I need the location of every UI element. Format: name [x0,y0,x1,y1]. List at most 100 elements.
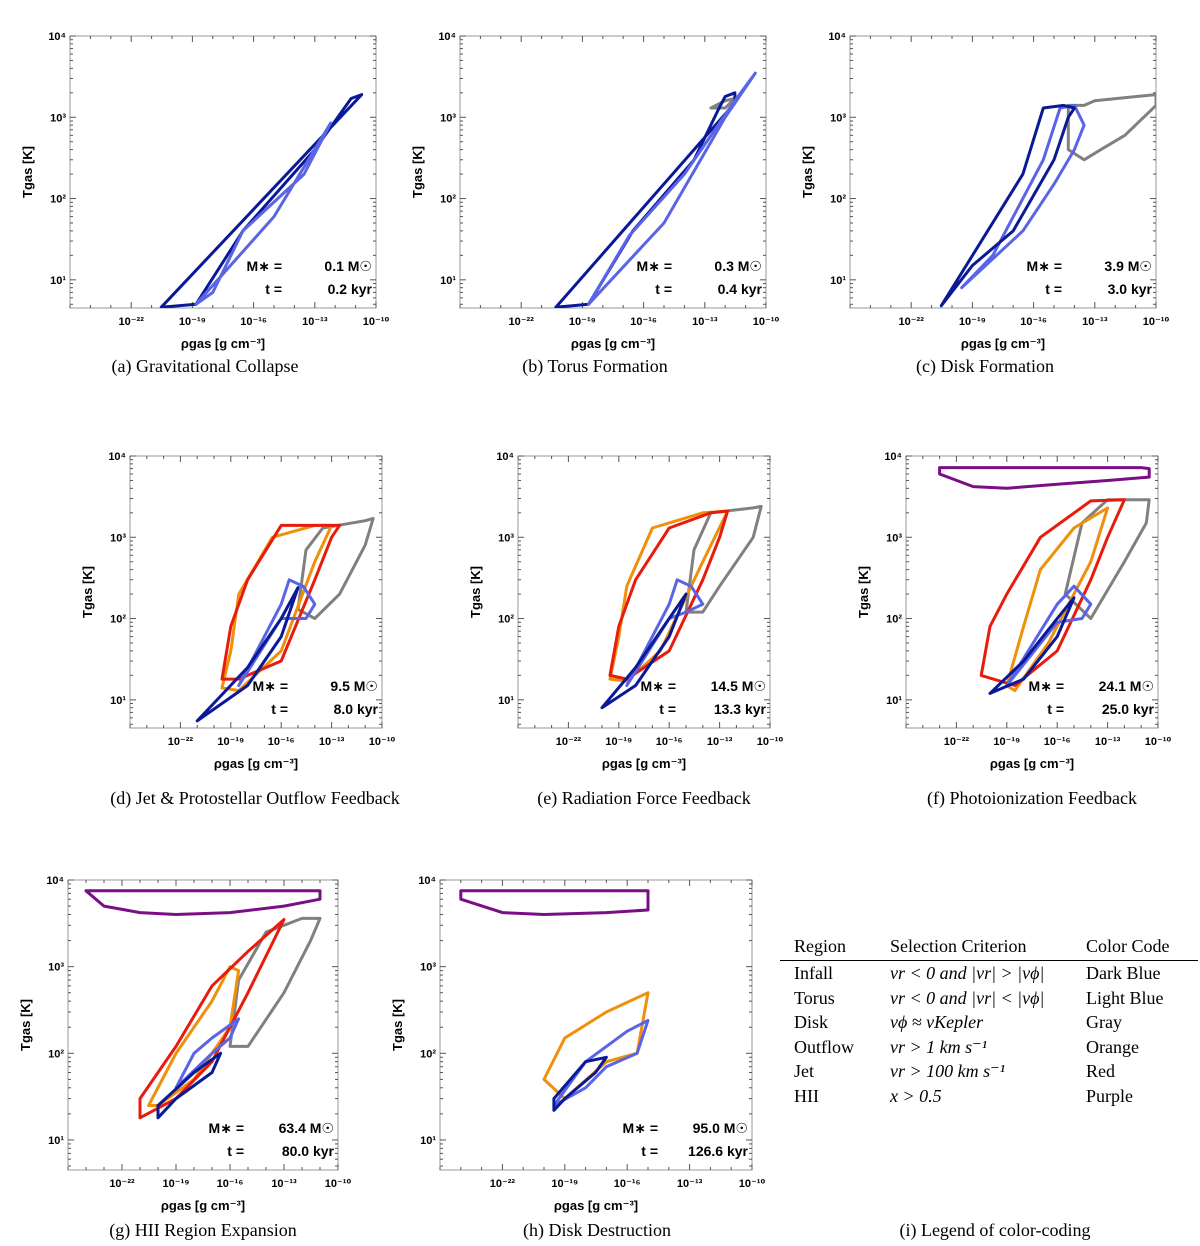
time-label: t = [265,281,282,297]
mass-value: 63.4 M☉ [279,1120,334,1136]
x-tick-label: 10⁻¹⁶ [217,1178,244,1190]
y-tick-label: 10⁴ [46,875,64,887]
x-tick-label: 10⁻¹³ [1082,316,1108,328]
series-group [554,71,757,308]
panel-g: 10⁻²² 10⁻¹⁹ 10⁻¹⁶ 10⁻¹³ 10⁻¹⁰ 10¹ 10² 10³ 10⁴ ρga… [18,875,351,1241]
legend-region: HII [794,1085,819,1106]
y-tick-label: 10² [886,614,902,626]
x-tick-label: 10⁻²² [509,316,535,328]
y-tick-label: 10⁴ [884,451,902,463]
x-tick-label: 10⁻²² [899,316,925,328]
series-hii [84,889,322,916]
legend-criterion: vr > 1 km s⁻¹ [890,1036,988,1057]
time-value: 126.6 kyr [688,1143,748,1159]
legend-header-color: Color Code [1086,936,1170,956]
time-value: 13.3 kyr [714,701,767,717]
time-value: 25.0 kyr [1102,701,1155,717]
panel-caption: (e) Radiation Force Feedback [537,788,750,809]
y-tick-label: 10⁴ [438,31,456,43]
legend-row: Disk vϕ ≈ vKepler Gray [780,1012,1198,1037]
y-tick-label: 10² [440,194,456,206]
legend-region: Jet [794,1061,814,1081]
series-disk [228,916,322,1048]
panel-c: 10⁻²² 10⁻¹⁹ 10⁻¹⁶ 10⁻¹³ 10⁻¹⁰ 10¹ 10² 10³ 10⁴ ρga… [800,31,1169,377]
time-value: 0.4 kyr [718,281,763,297]
x-tick-label: 10⁻²² [119,316,145,328]
x-tick-label: 10⁻¹³ [677,1178,703,1190]
panel-caption: (h) Disk Destruction [523,1220,671,1241]
mass-value: 9.5 M☉ [330,678,378,694]
series-torus [625,578,705,687]
y-tick-label: 10² [50,194,66,206]
x-tick-label: 10⁻¹⁰ [325,1178,352,1190]
series-torus [960,103,1086,290]
x-tick-label: 10⁻¹⁶ [614,1178,641,1190]
y-tick-label: 10³ [440,112,456,124]
y-tick-label: 10² [110,614,126,626]
series-torus [237,578,317,687]
legend-header-region: Region [794,936,846,956]
mass-label: M∗ = [247,258,282,274]
x-tick-label: 10⁻¹⁶ [656,736,683,748]
series-group [459,889,650,1112]
x-tick-label: 10⁻¹⁹ [179,316,206,328]
legend-rows: Infall vr < 0 and |vr| > |vϕ| Dark Blue Tor… [780,961,1198,1110]
series-infall [552,1055,608,1112]
series-hii [938,466,1151,490]
panel-a: 10⁻²² 10⁻¹⁹ 10⁻¹⁶ 10⁻¹³ 10⁻¹⁰ 10¹ 10² 10³ 10⁴ ρga… [20,31,389,377]
time-label: t = [271,701,288,717]
plot-frame [849,35,1157,309]
series-jet [138,918,286,1120]
series-disk [1066,93,1156,162]
x-tick-label: 10⁻¹³ [271,1178,297,1190]
series-jet [979,498,1126,687]
legend-region: Disk [794,1012,829,1032]
y-tick-label: 10³ [420,962,436,974]
time-value: 8.0 kyr [334,701,379,717]
mass-label: M∗ = [253,678,288,694]
legend-row: Torus vr < 0 and |vr| < |vϕ| Light Blue [780,988,1198,1013]
panel-caption: (a) Gravitational Collapse [112,356,299,377]
legend-criterion: x > 0.5 [890,1085,942,1106]
panel-caption: (f) Photoionization Feedback [927,788,1137,809]
series-torus [587,71,757,306]
y-axis-label: Tgas [K] [18,999,33,1051]
series-group [939,93,1156,308]
x-tick-label: 10⁻¹⁰ [753,316,780,328]
legend-row: Outflow vr > 1 km s⁻¹ Orange [780,1037,1198,1062]
mass-value: 0.3 M☉ [714,258,762,274]
legend-color-code: Purple [1086,1085,1133,1106]
legend-row: Jet vr > 100 km s⁻¹ Red [780,1061,1198,1086]
y-tick-label: 10¹ [48,1135,64,1147]
y-tick-label: 10¹ [440,275,456,287]
series-torus [1005,584,1093,687]
y-tick-label: 10³ [110,532,126,544]
legend-criterion: vr > 100 km s⁻¹ [890,1061,1006,1081]
y-tick-label: 10⁴ [108,451,126,463]
y-axis-label: Tgas [K] [80,566,95,618]
y-tick-label: 10³ [830,112,846,124]
x-tick-label: 10⁻¹⁹ [993,736,1020,748]
x-tick-label: 10⁻¹⁶ [268,736,295,748]
x-tick-label: 10⁻¹³ [319,736,345,748]
time-label: t = [1045,281,1062,297]
x-tick-label: 10⁻¹⁶ [1020,316,1047,328]
legend-region: Outflow [794,1036,854,1057]
mass-label: M∗ = [1027,258,1062,274]
panel-caption: (c) Disk Formation [916,356,1054,377]
y-tick-label: 10³ [50,112,66,124]
x-tick-label: 10⁻¹⁹ [217,736,244,748]
series-torus [552,1018,650,1107]
time-label: t = [641,1143,658,1159]
x-tick-label: 10⁻¹⁶ [1044,736,1071,748]
time-value: 0.2 kyr [328,281,373,297]
y-axis-label: Tgas [K] [800,146,815,198]
legend-table: Region Selection Criterion Color Code In… [780,936,1198,1110]
y-tick-label: 10² [498,614,514,626]
x-axis-label: ρgas [g cm⁻³] [571,336,655,351]
panel-f: 10⁻²² 10⁻¹⁹ 10⁻¹⁶ 10⁻¹³ 10⁻¹⁰ 10¹ 10² 10³ 10⁴ ρga… [856,451,1171,809]
series-group [600,504,763,710]
y-tick-label: 10² [420,1048,436,1060]
x-tick-label: 10⁻¹⁶ [240,316,267,328]
x-tick-label: 10⁻¹³ [1095,736,1121,748]
